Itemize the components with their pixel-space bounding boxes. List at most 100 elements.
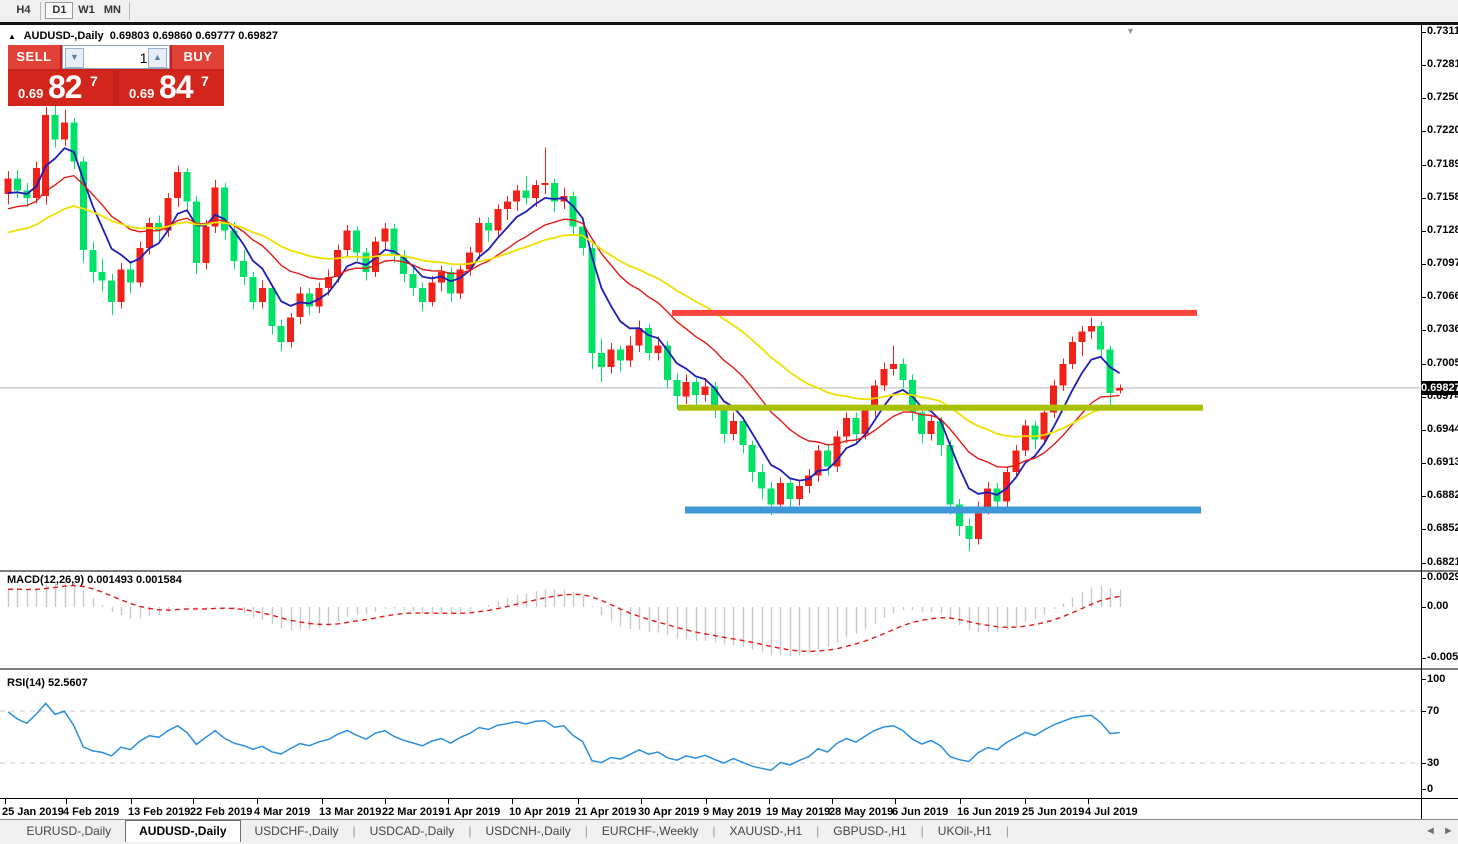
time-axis-label: 4 Jul 2019 xyxy=(1085,806,1138,818)
price-axis-tick xyxy=(1421,65,1426,66)
time-axis-tick xyxy=(1088,799,1089,804)
price-axis-tick xyxy=(1421,98,1426,99)
tab-separator: | xyxy=(352,824,356,838)
chart-tab-usdchf[interactable]: USDCHF-,Daily xyxy=(254,824,339,838)
buy-price-display[interactable]: 0.69 84 7 xyxy=(119,69,224,106)
time-axis-tick xyxy=(1025,799,1026,804)
volume-up-button[interactable]: ▲ xyxy=(148,48,167,68)
time-axis-tick xyxy=(512,799,513,804)
time-axis-label: 6 Jun 2019 xyxy=(892,806,949,818)
price-axis-tick xyxy=(1421,463,1426,464)
timeframe-button-w1[interactable]: W1 xyxy=(78,4,95,16)
time-axis-label: 25 Jan 2019 xyxy=(2,806,64,818)
macd-axis-tick xyxy=(1421,658,1426,659)
time-axis-label: 16 Jun 2019 xyxy=(957,806,1020,818)
price-axis-label: 0.68825 xyxy=(1427,489,1458,501)
sell-button[interactable]: SELL xyxy=(8,45,60,69)
chart-tab-xauusd[interactable]: XAUUSD-,H1 xyxy=(729,824,803,838)
buy-price-big: 84 xyxy=(159,69,194,105)
macd-axis-label: 0.002984 xyxy=(1427,571,1458,583)
chart-window[interactable]: ▲ AUDUSD-,Daily 0.69803 0.69860 0.69777 … xyxy=(0,25,1458,819)
price-axis-label: 0.72505 xyxy=(1427,91,1458,103)
time-axis-label: 13 Mar 2019 xyxy=(319,806,382,818)
tab-separator: | xyxy=(920,824,924,838)
time-axis-label: 30 Apr 2019 xyxy=(638,806,700,818)
price-axis-label: 0.70665 xyxy=(1427,290,1458,302)
time-axis-label: 22 Mar 2019 xyxy=(382,806,445,818)
time-axis-label: 25 Jun 2019 xyxy=(1022,806,1085,818)
price-axis-tick xyxy=(1421,131,1426,132)
buy-price-sup: 7 xyxy=(201,73,209,89)
chart-tab-eurchf[interactable]: EURCHF-,Weekly xyxy=(601,824,699,838)
toolbar-separator xyxy=(129,2,131,20)
time-axis-tick xyxy=(578,799,579,804)
chart-tab-usdcnh[interactable]: USDCNH-,Daily xyxy=(485,824,571,838)
chart-tab-usdcad[interactable]: USDCAD-,Daily xyxy=(369,824,455,838)
macd-axis-label: -0.005250 xyxy=(1427,651,1458,663)
time-axis-tick xyxy=(832,799,833,804)
rsi-axis-label: 100 xyxy=(1427,673,1446,685)
tab-separator: | xyxy=(712,824,716,838)
buy-price-prefix: 0.69 xyxy=(129,86,155,101)
macd-indicator-label: MACD(12,26,9) 0.001493 0.001584 xyxy=(7,574,182,586)
price-axis-tick xyxy=(1421,563,1426,564)
price-axis-tick xyxy=(1421,198,1426,199)
price-axis-tick xyxy=(1421,496,1426,497)
time-axis-label: 22 Feb 2019 xyxy=(190,806,253,818)
volume-down-button[interactable]: ▼ xyxy=(65,48,84,68)
time-axis-tick xyxy=(769,799,770,804)
chart-tab-eurusd[interactable]: EURUSD-,Daily xyxy=(26,824,112,838)
time-axis-tick xyxy=(66,799,67,804)
price-axis-tick xyxy=(1421,529,1426,530)
timeframe-button-h4[interactable]: H4 xyxy=(16,4,31,16)
macd-axis-label: 0.00 xyxy=(1427,600,1449,612)
time-axis-label: 9 May 2019 xyxy=(703,806,762,818)
buy-button[interactable]: BUY xyxy=(172,45,224,69)
chart-tab-audusd[interactable]: AUDUSD-,Daily xyxy=(125,820,241,842)
time-axis-label: 28 May 2019 xyxy=(829,806,894,818)
time-axis-tick xyxy=(131,799,132,804)
timeframe-button-d1[interactable]: D1 xyxy=(45,2,74,19)
chart-shift-icon[interactable]: ▼ xyxy=(1126,26,1135,36)
time-axis-label: 4 Mar 2019 xyxy=(254,806,311,818)
price-axis-tick xyxy=(1421,32,1426,33)
rsi-axis-tick xyxy=(1421,679,1426,680)
volume-spinner: ▼ ▲ xyxy=(62,45,170,70)
pane-separator-rsi[interactable] xyxy=(0,668,1458,670)
chart-tab-gbpusd[interactable]: GBPUSD-,H1 xyxy=(833,824,907,838)
time-axis-border xyxy=(0,798,1458,799)
price-axis-label: 0.71585 xyxy=(1427,191,1458,203)
rsi-axis-label: 0 xyxy=(1427,783,1434,795)
time-axis-tick xyxy=(322,799,323,804)
sell-price-display[interactable]: 0.69 82 7 xyxy=(8,69,113,106)
time-axis-tick xyxy=(641,799,642,804)
symbol-name: AUDUSD-,Daily xyxy=(23,30,104,42)
chart-tab-ukoil[interactable]: UKOil-,H1 xyxy=(937,824,992,838)
one-click-trading-panel: SELL ▼ ▲ BUY 0.69 82 7 0.69 84 7 xyxy=(8,45,224,106)
pane-separator-macd[interactable] xyxy=(0,570,1458,572)
price-axis-tick xyxy=(1421,231,1426,232)
rsi-axis-label: 30 xyxy=(1427,757,1440,769)
time-axis-label: 10 Apr 2019 xyxy=(509,806,571,818)
tab-separator: | xyxy=(816,824,820,838)
price-axis-border xyxy=(1421,25,1422,819)
sell-price-prefix: 0.69 xyxy=(18,86,44,101)
chart-tab-bar: EURUSD-,Daily AUDUSD-,Daily USDCHF-,Daily |… xyxy=(0,819,1458,844)
time-axis-tick xyxy=(895,799,896,804)
timeframe-button-mn[interactable]: MN xyxy=(103,4,121,16)
time-axis-tick xyxy=(257,799,258,804)
time-axis-tick xyxy=(706,799,707,804)
rsi-axis-tick xyxy=(1421,711,1426,712)
main-chart-canvas[interactable] xyxy=(0,25,1458,819)
time-axis-label: 4 Feb 2019 xyxy=(63,806,120,818)
tab-scroll-left-icon[interactable]: ◄ xyxy=(1425,825,1436,837)
tab-scroll-right-icon[interactable]: ► xyxy=(1443,825,1454,837)
time-axis-label: 19 May 2019 xyxy=(766,806,831,818)
collapse-triangle-icon[interactable]: ▲ xyxy=(8,32,16,41)
time-axis-tick xyxy=(385,799,386,804)
